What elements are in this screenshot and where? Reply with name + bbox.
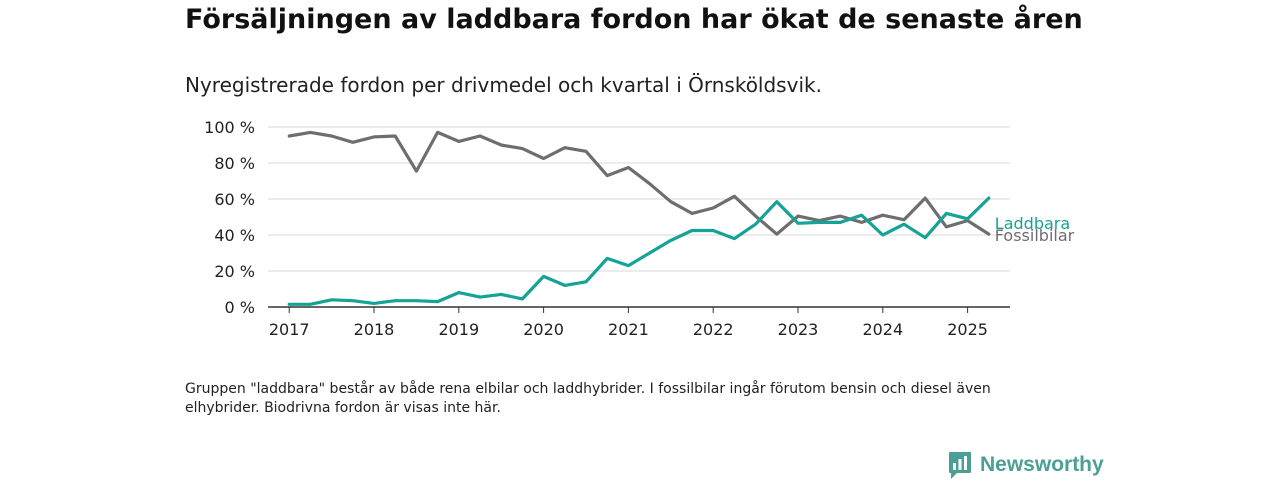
series-line-laddbara [287, 196, 991, 306]
brand-logo[interactable]: Newsworthy [948, 450, 1104, 480]
x-tick-label-2019: 2019 [438, 320, 479, 339]
x-axis: 2017 2018 2019 2020 2021 2022 2023 2024 2025 [268, 306, 1010, 339]
x-tick-label-2025: 2025 [947, 320, 988, 339]
x-tick-label-2017: 2017 [269, 320, 310, 339]
y-tick-label-80: 80 % [214, 154, 255, 173]
x-tick-label-2021: 2021 [608, 320, 649, 339]
x-tick-label-2023: 2023 [778, 320, 819, 339]
brand-name: Newsworthy [980, 453, 1104, 476]
y-tick-label-40: 40 % [214, 226, 255, 245]
series-lines [287, 130, 991, 306]
series-label-laddbara: Laddbara [995, 214, 1070, 233]
grid-lines [268, 126, 1010, 272]
series-line-fossilbilar [287, 130, 991, 236]
chart-subtitle: Nyregistrerade fordon per drivmedel och … [185, 73, 822, 97]
y-axis-labels: 0 % 20 % 40 % 60 % 80 % 100 % [204, 118, 255, 317]
footnote: Gruppen "laddbara" består av både rena e… [185, 381, 991, 416]
x-tick-label-2024: 2024 [862, 320, 903, 339]
newsworthy-logo-icon [949, 452, 971, 479]
x-tick-label-2018: 2018 [354, 320, 395, 339]
chart-title: Försäljningen av laddbara fordon har öka… [185, 4, 1083, 35]
x-tick-label-2020: 2020 [523, 320, 564, 339]
y-tick-label-100: 100 % [204, 118, 255, 137]
x-tick-label-2022: 2022 [693, 320, 734, 339]
y-tick-label-20: 20 % [214, 262, 255, 281]
y-tick-label-0: 0 % [225, 298, 255, 317]
series-label-fossilbilar: Fossilbilar [995, 226, 1075, 245]
y-tick-label-60: 60 % [214, 190, 255, 209]
